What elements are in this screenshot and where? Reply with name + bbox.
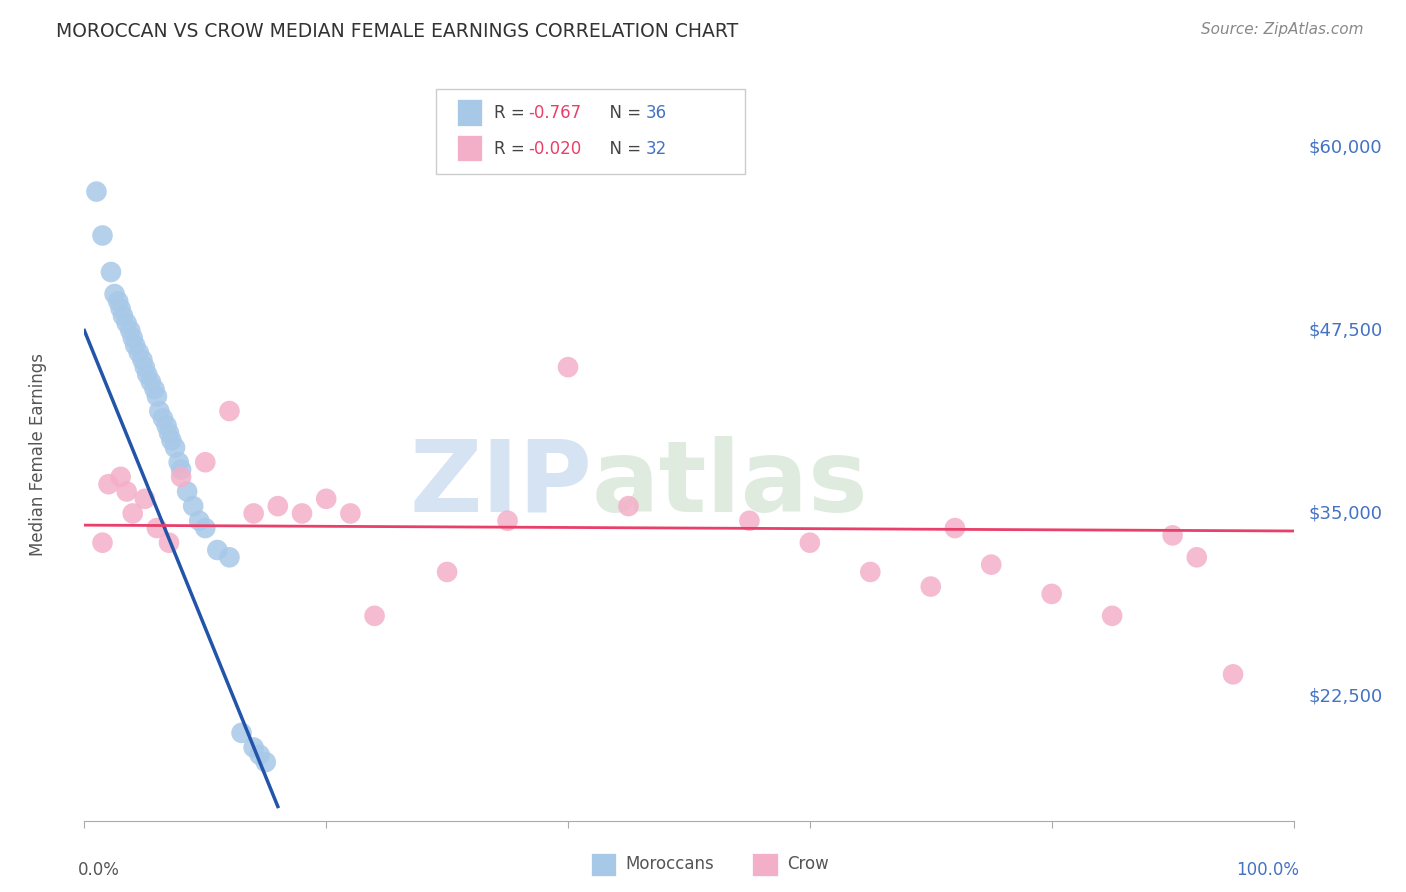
Text: $47,500: $47,500 [1308,322,1382,340]
Point [218,550,240,565]
Text: 0.0%: 0.0% [79,861,120,879]
Point [91,535,114,549]
Point [146,521,169,535]
Text: $22,500: $22,500 [1308,688,1382,706]
Point [91,228,114,243]
Point [155,418,177,433]
Point [738,514,761,528]
Point [120,324,142,338]
Point [110,301,132,316]
Point [160,434,183,448]
Text: N =: N = [599,140,647,158]
Text: 32: 32 [645,140,666,158]
Text: $60,000: $60,000 [1308,139,1382,157]
Point [436,565,458,579]
Text: atlas: atlas [592,435,869,533]
Point [557,360,579,375]
Text: $35,000: $35,000 [1308,505,1382,523]
Point [121,507,143,521]
Point [267,499,290,513]
Point [110,470,132,484]
Point [1040,587,1063,601]
Point [254,755,277,769]
Point [165,441,187,455]
Point [115,316,138,330]
Point [176,484,198,499]
Text: R =: R = [494,104,530,122]
Text: 36: 36 [645,104,666,122]
Point [363,608,385,623]
Point [100,265,122,279]
Point [218,404,240,418]
Point [134,491,156,506]
Text: MOROCCAN VS CROW MEDIAN FEMALE EARNINGS CORRELATION CHART: MOROCCAN VS CROW MEDIAN FEMALE EARNINGS … [56,22,738,41]
Point [1185,550,1208,565]
Text: Median Female Earnings: Median Female Earnings [30,353,48,557]
Point [136,368,159,382]
Point [112,309,135,323]
Point [1101,608,1123,623]
Point [124,338,146,352]
Point [97,477,120,491]
Point [1222,667,1244,681]
Point [242,740,264,755]
Point [315,491,337,506]
Text: R =: R = [494,140,530,158]
Point [188,514,211,528]
Point [181,499,204,513]
Point [207,543,229,558]
Point [231,726,253,740]
Point [496,514,519,528]
Point [194,521,217,535]
Point [128,345,150,359]
Point [167,455,190,469]
Point [131,352,153,367]
Point [980,558,1002,572]
Point [194,455,217,469]
Text: N =: N = [599,104,647,122]
Point [859,565,882,579]
Point [617,499,640,513]
Point [134,360,156,375]
Point [152,411,174,425]
Text: Crow: Crow [787,855,830,873]
Point [242,507,264,521]
Point [148,404,170,418]
Point [157,425,180,440]
Point [291,507,314,521]
Text: 100.0%: 100.0% [1236,861,1299,879]
Point [943,521,966,535]
Text: ZIP: ZIP [409,435,592,533]
Point [1161,528,1184,542]
Text: -0.020: -0.020 [529,140,582,158]
Text: -0.767: -0.767 [529,104,582,122]
Text: Source: ZipAtlas.com: Source: ZipAtlas.com [1201,22,1364,37]
Point [104,287,127,301]
Point [86,185,108,199]
Point [121,331,143,345]
Point [339,507,361,521]
Point [146,389,169,403]
Point [115,484,138,499]
Point [170,462,193,476]
Point [107,294,129,309]
Point [249,747,271,762]
Point [920,580,942,594]
Point [170,470,193,484]
Text: Moroccans: Moroccans [626,855,714,873]
Point [139,375,162,389]
Point [799,535,821,549]
Point [143,382,166,396]
Point [157,535,180,549]
